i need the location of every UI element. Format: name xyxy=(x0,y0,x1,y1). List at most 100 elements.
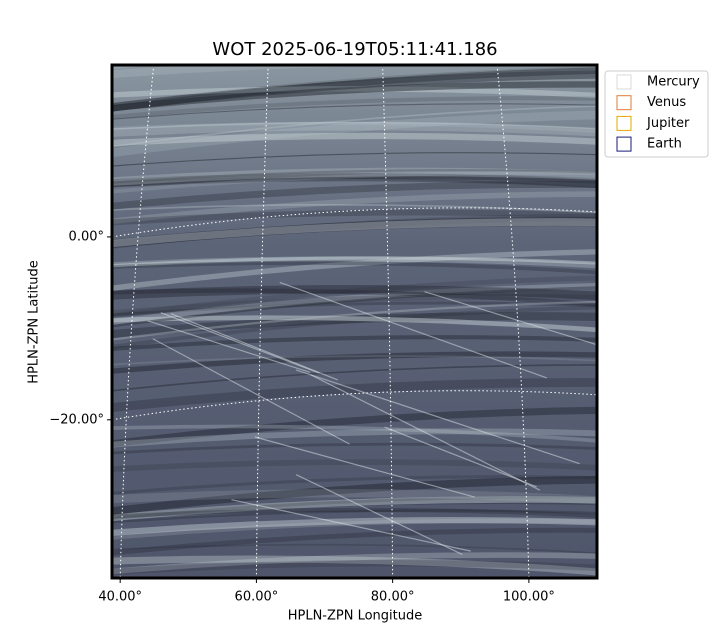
x-tick-label: 100.00° xyxy=(503,590,555,605)
streak xyxy=(112,560,597,576)
streak xyxy=(112,181,597,210)
streak xyxy=(112,203,597,214)
legend-swatch xyxy=(616,115,632,131)
streak xyxy=(310,374,541,491)
streak xyxy=(112,285,597,301)
streak xyxy=(112,209,597,226)
streak xyxy=(112,152,597,167)
streak xyxy=(112,173,597,188)
streak xyxy=(112,103,597,120)
grid-line xyxy=(112,207,597,238)
streak xyxy=(112,122,597,130)
chart-title: WOT 2025-06-19T05:11:41.186 xyxy=(212,39,497,60)
streak xyxy=(112,217,597,248)
streak xyxy=(112,305,597,349)
streak xyxy=(112,121,597,138)
streak xyxy=(112,527,597,556)
streak xyxy=(112,517,597,536)
streak xyxy=(112,132,597,147)
streak xyxy=(295,474,463,555)
streak xyxy=(112,173,597,188)
legend xyxy=(604,70,709,158)
streak xyxy=(112,70,597,112)
streak xyxy=(112,216,597,249)
streak xyxy=(112,459,597,473)
streak xyxy=(295,369,580,465)
streak xyxy=(112,256,597,269)
y-tick-label: 0.00° xyxy=(69,229,104,244)
legend-swatch xyxy=(616,95,632,111)
streak xyxy=(112,378,597,413)
streak xyxy=(112,428,597,448)
streak xyxy=(112,67,597,112)
axes-frame xyxy=(110,63,599,580)
streak xyxy=(112,275,597,319)
legend-label: Mercury xyxy=(647,75,700,90)
streak xyxy=(112,286,597,328)
streak xyxy=(112,121,597,134)
x-tick-label: 80.00° xyxy=(371,590,415,605)
y-axis-label: HPLN-ZPN Latitude xyxy=(27,260,42,383)
streak xyxy=(152,338,350,445)
streak xyxy=(112,65,597,79)
x-tick-label: 60.00° xyxy=(235,590,279,605)
streak xyxy=(112,283,597,326)
streak xyxy=(112,293,597,317)
grid-line xyxy=(496,65,530,578)
streak xyxy=(112,312,597,339)
streak xyxy=(112,169,597,184)
streak xyxy=(384,426,537,488)
streak xyxy=(112,518,597,540)
streak xyxy=(112,406,597,448)
streak xyxy=(160,312,320,374)
x-tick-label: 40.00° xyxy=(98,590,142,605)
streak xyxy=(112,364,597,392)
streak xyxy=(112,442,597,455)
streak xyxy=(112,552,597,575)
streak xyxy=(112,110,597,158)
streak xyxy=(231,499,471,552)
streak xyxy=(254,436,475,498)
streak xyxy=(112,300,597,341)
streak xyxy=(147,320,311,373)
streak xyxy=(112,218,597,248)
streak xyxy=(112,475,597,495)
grid-line xyxy=(112,390,597,421)
streak xyxy=(112,555,597,576)
streak xyxy=(112,351,597,374)
streak xyxy=(112,489,597,505)
streak xyxy=(112,315,597,333)
streak xyxy=(112,495,597,521)
image xyxy=(112,65,597,578)
legend-swatch xyxy=(616,74,632,90)
streak xyxy=(112,288,597,307)
grid-line xyxy=(255,65,269,578)
streak xyxy=(112,86,597,99)
streak xyxy=(112,543,597,555)
streak xyxy=(112,424,597,443)
grid xyxy=(112,65,597,578)
legend-label: Earth xyxy=(647,137,682,152)
streak xyxy=(112,261,597,275)
legend-label: Venus xyxy=(647,95,686,110)
y-tick-label: −20.00° xyxy=(49,412,104,427)
streak xyxy=(170,313,338,381)
streak xyxy=(112,167,597,186)
grid-line xyxy=(119,65,155,578)
streak xyxy=(112,191,597,225)
streak xyxy=(424,291,597,346)
streak xyxy=(112,66,597,107)
streak xyxy=(112,81,597,112)
streak xyxy=(112,249,597,291)
streak xyxy=(112,213,597,249)
streak xyxy=(279,281,547,379)
legend-swatch xyxy=(616,136,632,152)
streak xyxy=(112,475,597,516)
streak xyxy=(112,171,597,194)
streak xyxy=(112,105,597,148)
streak xyxy=(112,355,597,366)
streak xyxy=(112,509,597,524)
streak xyxy=(112,301,597,317)
legend-label: Jupiter xyxy=(646,116,690,131)
